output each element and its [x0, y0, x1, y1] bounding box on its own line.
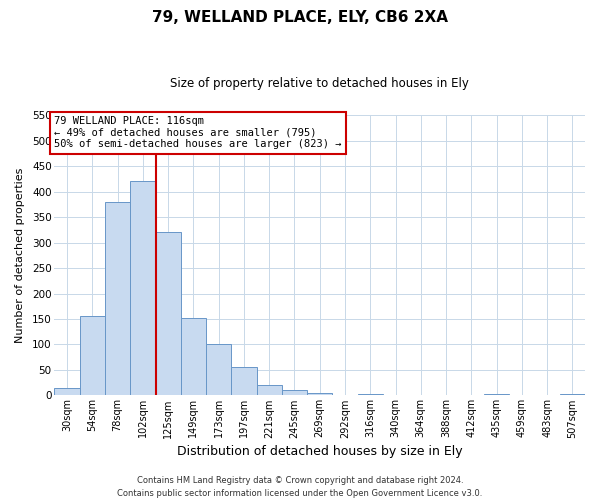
Bar [358, 394, 383, 396]
Bar [80, 316, 105, 396]
Text: Contains HM Land Registry data © Crown copyright and database right 2024.
Contai: Contains HM Land Registry data © Crown c… [118, 476, 482, 498]
Bar [181, 318, 206, 396]
Bar [55, 388, 80, 396]
Bar [206, 344, 232, 396]
Bar [282, 390, 307, 396]
Title: Size of property relative to detached houses in Ely: Size of property relative to detached ho… [170, 78, 469, 90]
Text: 79 WELLAND PLACE: 116sqm
← 49% of detached houses are smaller (795)
50% of semi-: 79 WELLAND PLACE: 116sqm ← 49% of detach… [55, 116, 342, 150]
Text: 79, WELLAND PLACE, ELY, CB6 2XA: 79, WELLAND PLACE, ELY, CB6 2XA [152, 10, 448, 25]
Bar [484, 394, 509, 396]
Bar [307, 393, 332, 396]
Bar [257, 385, 282, 396]
Bar [130, 182, 155, 396]
Bar [332, 395, 358, 396]
Bar [560, 394, 585, 396]
Bar [155, 232, 181, 396]
Bar [105, 202, 130, 396]
Y-axis label: Number of detached properties: Number of detached properties [15, 168, 25, 343]
Bar [232, 368, 257, 396]
X-axis label: Distribution of detached houses by size in Ely: Distribution of detached houses by size … [177, 444, 463, 458]
